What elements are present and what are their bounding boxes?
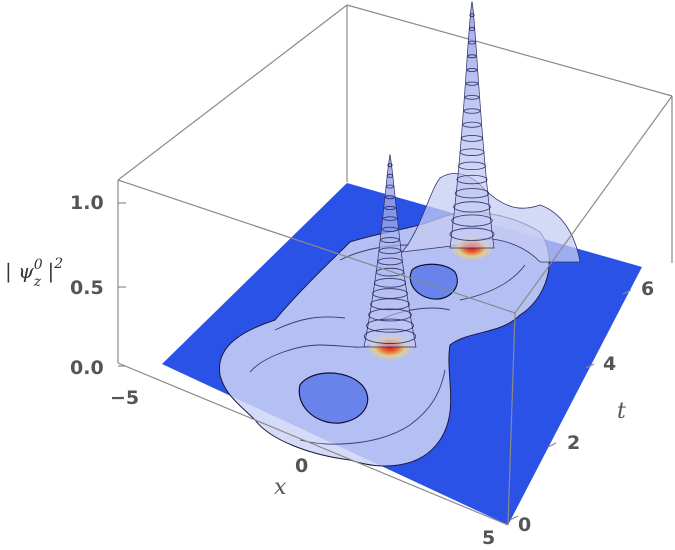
peak-envelope: [449, 1, 495, 249]
peak-back: [449, 1, 495, 249]
contour-ring: [381, 226, 399, 232]
contour-ring: [459, 148, 485, 156]
contour-ring: [384, 206, 396, 210]
contour-ring: [449, 227, 495, 241]
contour-ring: [468, 40, 476, 45]
contour-ring: [377, 257, 403, 266]
x-axis-label: x: [274, 475, 287, 500]
t-tick-label: 2: [567, 432, 580, 454]
contour-ring: [368, 308, 412, 322]
z-tick-label: 1.0: [70, 192, 104, 214]
contour-ring: [366, 318, 414, 333]
contour-ring: [385, 195, 395, 200]
contour-ring: [454, 188, 490, 199]
t-tick-label: 6: [641, 278, 654, 300]
contour-ring: [456, 174, 488, 185]
front-box: [117, 95, 673, 526]
contour-ring: [451, 214, 493, 227]
contour-ring: [467, 54, 477, 59]
contour-ring: [383, 216, 397, 221]
contour-ring: [458, 161, 486, 171]
contour-ring: [386, 173, 394, 178]
z-axis-label: | ψ0 z |2: [5, 256, 63, 290]
t-axis-label: t: [617, 399, 626, 424]
x-tick-label: 5: [482, 527, 495, 549]
contour-ring: [363, 328, 417, 344]
back-box: [117, 4, 673, 363]
contour-ring: [465, 81, 479, 86]
contour-ring: [463, 108, 481, 114]
contour-ring: [375, 267, 405, 277]
contour-ring: [387, 163, 393, 168]
contour-ring: [466, 68, 478, 72]
x-axis: −5 0 5 x: [110, 387, 495, 549]
z-tick-label: 0.5: [70, 277, 104, 299]
contour-ring: [373, 278, 407, 288]
x-tick-label: 0: [295, 455, 308, 477]
contour-ring: [460, 135, 484, 142]
peak-front: [363, 154, 417, 348]
z-axis: 1.0 0.5 0.0 | ψ0 z |2: [5, 192, 126, 379]
t-axis: 0 2 4 6 t: [509, 278, 654, 536]
x-tick-label: −5: [110, 387, 139, 409]
t-tick-label: 0: [518, 514, 531, 536]
contour-ring: [462, 121, 482, 128]
contour-ring: [464, 94, 480, 100]
z-tick-label: 0.0: [70, 357, 104, 379]
contour-ring: [380, 237, 400, 244]
contour-ring: [386, 184, 394, 189]
contour-ring: [468, 26, 476, 31]
contour-ring: [372, 288, 408, 299]
contour-ring: [469, 13, 475, 18]
t-tick-label: 4: [603, 353, 616, 375]
contour-ring: [453, 201, 491, 213]
contour-ring: [378, 247, 402, 255]
